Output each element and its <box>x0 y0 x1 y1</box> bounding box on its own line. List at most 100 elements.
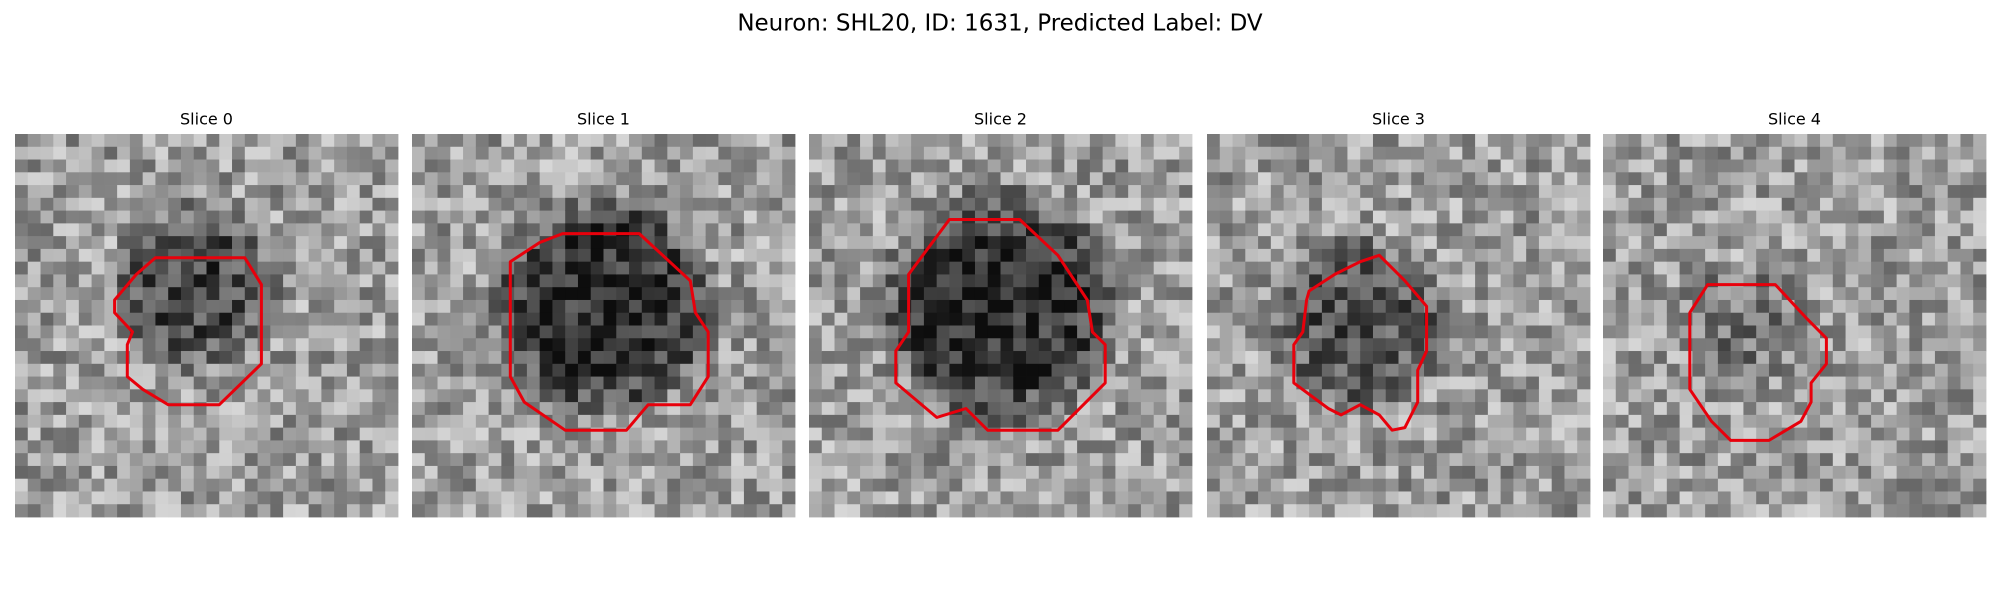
pixel <box>1871 363 1885 377</box>
pixel <box>847 210 861 224</box>
pixel <box>1347 491 1361 505</box>
pixel <box>667 376 681 390</box>
pixel <box>898 261 912 275</box>
pixel <box>15 363 29 377</box>
pixel <box>78 478 92 492</box>
pixel <box>78 338 92 352</box>
pixel <box>244 414 258 429</box>
pixel <box>295 172 310 186</box>
pixel <box>1883 299 1898 314</box>
pixel <box>1615 363 1629 377</box>
pixel <box>885 478 899 492</box>
pixel <box>1475 402 1489 416</box>
pixel <box>898 453 912 467</box>
pixel <box>1883 389 1898 403</box>
pixel <box>308 210 322 224</box>
pixel <box>53 299 67 314</box>
pixel <box>437 274 451 288</box>
pixel <box>987 287 1001 301</box>
pixel <box>1219 465 1233 480</box>
pixel <box>1551 312 1565 326</box>
pixel <box>1128 146 1142 160</box>
pixel <box>1283 223 1297 237</box>
pixel <box>1475 478 1489 492</box>
pixel <box>1832 389 1846 403</box>
pixel <box>1858 338 1872 352</box>
pixel <box>1960 414 1974 429</box>
pixel <box>756 389 770 403</box>
pixel <box>334 312 348 326</box>
pixel <box>1513 402 1527 416</box>
pixel <box>1462 363 1476 377</box>
pixel <box>1128 172 1142 186</box>
pixel <box>1692 478 1706 492</box>
pixel <box>629 134 643 148</box>
pixel <box>1973 427 1987 441</box>
pixel <box>1140 453 1155 467</box>
pixel <box>1832 236 1846 250</box>
pixel <box>1411 210 1425 224</box>
pixel <box>1270 363 1284 377</box>
pixel <box>743 146 758 160</box>
pixel <box>1296 440 1310 454</box>
pixel <box>1947 363 1961 377</box>
pixel <box>1603 453 1617 467</box>
pixel <box>1526 134 1540 148</box>
pixel <box>1743 312 1757 326</box>
pixel <box>1654 312 1668 326</box>
pixel <box>949 274 963 288</box>
pixel <box>552 312 566 326</box>
pixel <box>1115 236 1129 250</box>
panel-title: Slice 1 <box>577 110 630 129</box>
pixel <box>1475 146 1489 160</box>
pixel <box>821 338 835 352</box>
pixel <box>424 478 438 492</box>
pixel <box>424 159 438 173</box>
pixel <box>1730 134 1744 148</box>
pixel <box>692 389 707 403</box>
pixel <box>321 453 335 467</box>
pixel <box>142 185 156 199</box>
pixel <box>66 402 80 416</box>
pixel <box>1258 299 1272 314</box>
pixel <box>168 261 182 275</box>
pixel <box>1768 223 1783 237</box>
pixel <box>1424 197 1438 211</box>
pixel <box>514 338 528 352</box>
pixel <box>1462 236 1476 250</box>
pixel <box>743 491 758 505</box>
pixel <box>936 159 950 173</box>
pixel <box>962 402 976 416</box>
pixel <box>1128 248 1142 263</box>
pixel <box>257 440 271 454</box>
pixel <box>1321 504 1336 518</box>
pixel <box>1692 274 1706 288</box>
pixel <box>321 504 335 518</box>
pixel <box>1641 236 1655 250</box>
pixel <box>667 274 681 288</box>
pixel <box>860 236 874 250</box>
pixel <box>1207 491 1221 505</box>
pixel <box>1641 491 1655 505</box>
pixel <box>1258 134 1272 148</box>
pixel <box>1909 440 1923 454</box>
pixel <box>1207 389 1221 403</box>
pixel <box>949 427 963 441</box>
pixel <box>1360 134 1374 148</box>
pixel <box>501 287 515 301</box>
pixel <box>1807 427 1821 441</box>
pixel <box>1858 172 1872 186</box>
pixel <box>1781 389 1795 403</box>
pixel <box>1232 465 1246 480</box>
pixel <box>463 363 477 377</box>
pixel <box>1564 376 1578 390</box>
pixel <box>743 414 758 429</box>
pixel <box>180 351 195 365</box>
pixel <box>1038 389 1052 403</box>
pixel <box>1219 236 1233 250</box>
pixel <box>1832 504 1846 518</box>
pixel <box>1462 223 1476 237</box>
pixel <box>1207 325 1221 339</box>
pixel <box>206 440 220 454</box>
pixel <box>1102 134 1116 148</box>
